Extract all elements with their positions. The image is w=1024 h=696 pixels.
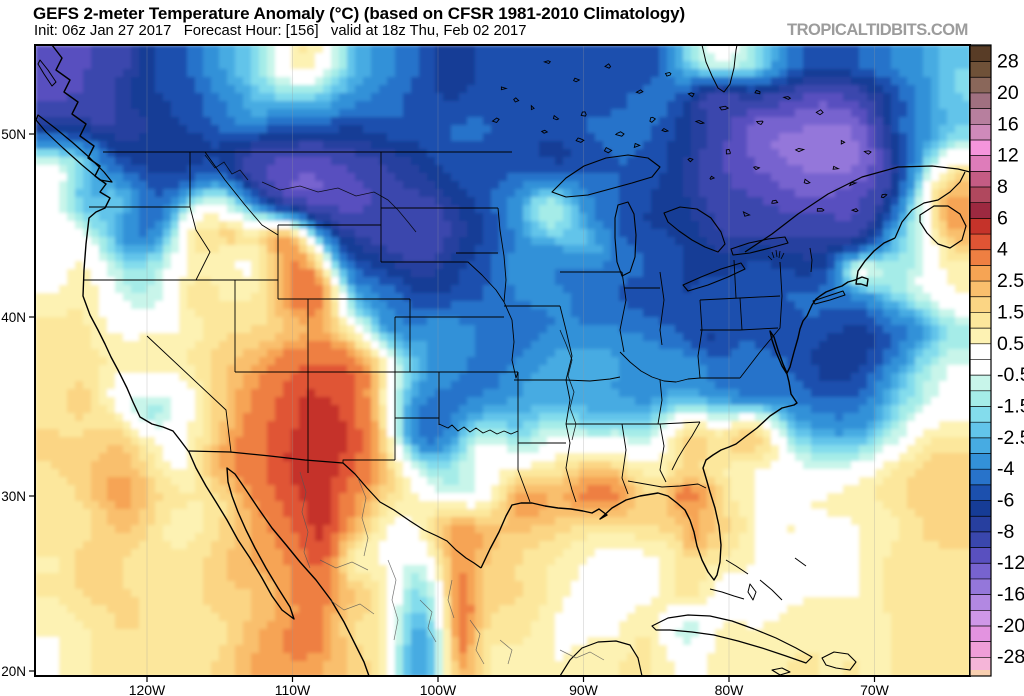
- svg-text:100W: 100W: [420, 682, 457, 696]
- svg-text:80W: 80W: [715, 682, 745, 696]
- svg-text:-16: -16: [997, 584, 1024, 606]
- svg-text:40N: 40N: [1, 310, 26, 325]
- svg-text:1.5: 1.5: [997, 301, 1024, 323]
- svg-text:8: 8: [997, 176, 1008, 198]
- svg-text:30N: 30N: [1, 489, 26, 504]
- svg-text:-6: -6: [997, 490, 1014, 512]
- svg-text:0.5: 0.5: [997, 333, 1024, 355]
- svg-text:-2.5: -2.5: [997, 427, 1024, 449]
- svg-text:-20: -20: [997, 615, 1024, 637]
- svg-text:-4: -4: [997, 458, 1014, 480]
- svg-text:110W: 110W: [275, 682, 311, 696]
- svg-text:-12: -12: [997, 552, 1024, 574]
- svg-text:-0.5: -0.5: [997, 364, 1024, 386]
- svg-text:90W: 90W: [569, 682, 599, 696]
- svg-text:120W: 120W: [129, 682, 166, 696]
- svg-text:70W: 70W: [860, 682, 890, 696]
- svg-text:20: 20: [997, 82, 1019, 104]
- svg-text:-8: -8: [997, 521, 1014, 543]
- svg-text:6: 6: [997, 207, 1008, 229]
- svg-text:20N: 20N: [1, 664, 26, 679]
- svg-text:16: 16: [997, 113, 1019, 135]
- svg-text:-28: -28: [997, 646, 1024, 668]
- svg-text:12: 12: [997, 145, 1019, 167]
- svg-text:4: 4: [997, 239, 1008, 261]
- svg-text:28: 28: [997, 51, 1019, 73]
- svg-text:50N: 50N: [1, 127, 26, 142]
- svg-text:2.5: 2.5: [997, 270, 1024, 292]
- svg-text:-1.5: -1.5: [997, 396, 1024, 418]
